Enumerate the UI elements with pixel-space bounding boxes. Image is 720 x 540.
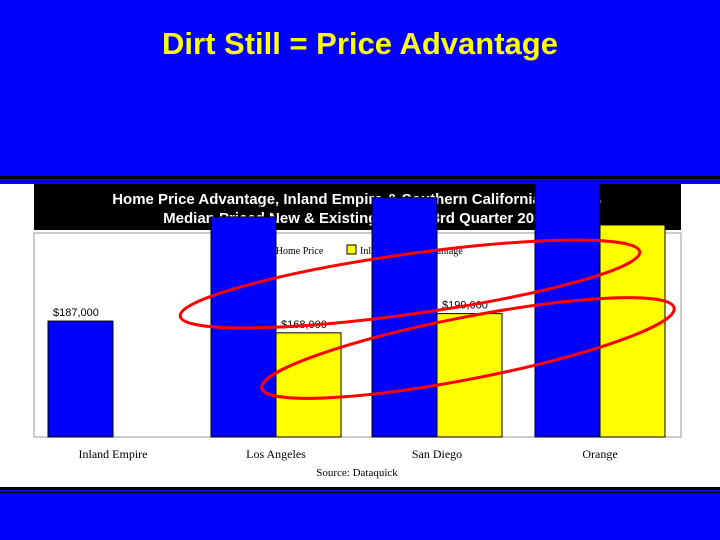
chart-title: Home Price Advantage, Inland Empire & So…: [112, 191, 602, 208]
category-label-2: San Diego: [412, 447, 462, 461]
bar-median-0: [47, 320, 114, 438]
category-label-3: Orange: [582, 447, 617, 461]
category-labels: Inland Empire Los Angeles San Diego Orange: [79, 447, 618, 461]
highlight-ellipse-median: [178, 238, 642, 330]
divider-bottom: [0, 487, 720, 490]
data-label-median-1: $355,000: [216, 203, 262, 215]
bar-chart: Home Price Advantage, Inland Empire & So…: [33, 184, 682, 479]
data-label-advantage-3: $342,000: [605, 211, 651, 223]
chart-source: Source: Dataquick: [316, 467, 398, 479]
data-label-median-0: $187,000: [53, 307, 99, 319]
divider-top: [0, 176, 720, 179]
category-label-1: Los Angeles: [246, 447, 306, 461]
category-label-0: Inland Empire: [79, 447, 148, 461]
data-label-median-2: $386,000: [377, 184, 423, 196]
bar-median-3: [534, 184, 601, 438]
bar-advantage-3: [599, 224, 666, 438]
highlight-ellipse-advantage: [260, 296, 676, 400]
bar-advantage-1: [275, 332, 342, 438]
chart-panel: Home Price Advantage, Inland Empire & So…: [0, 184, 720, 488]
divider-bottom-thin: [0, 492, 720, 493]
slide-title: Dirt Still = Price Advantage: [162, 26, 558, 61]
bars-layer: $187,000$355,000$168,000$386,000$199,000…: [47, 184, 666, 438]
legend-swatch-advantage: [346, 244, 357, 255]
divider-top-thin: [0, 181, 720, 182]
